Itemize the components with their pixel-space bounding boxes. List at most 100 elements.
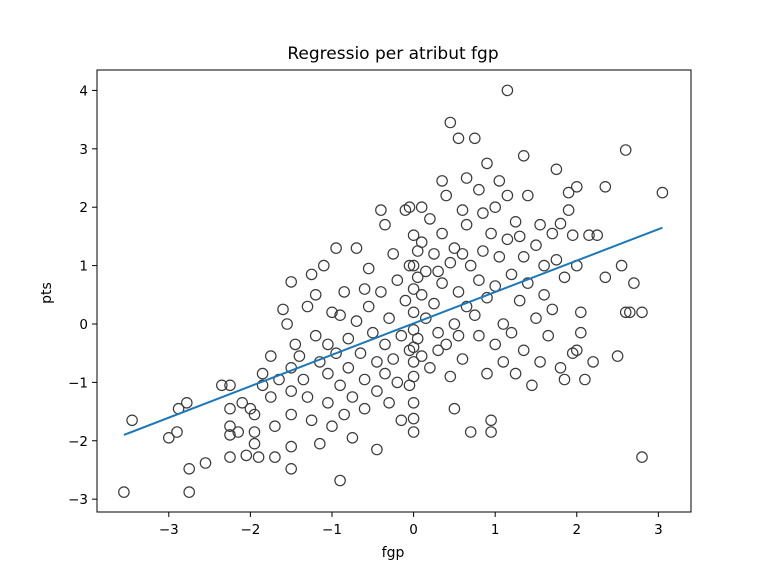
- data-point: [375, 286, 387, 298]
- data-point: [473, 274, 485, 286]
- data-point: [619, 306, 632, 319]
- data-point: [256, 379, 269, 392]
- data-point: [615, 259, 628, 272]
- data-point: [403, 201, 416, 213]
- data-point: [379, 338, 391, 351]
- data-point: [468, 132, 481, 145]
- data-point: [236, 396, 248, 409]
- data-point: [558, 271, 571, 284]
- data-point: [379, 218, 391, 231]
- data-point: [530, 239, 542, 251]
- data-point: [358, 283, 371, 295]
- data-point: [391, 376, 404, 389]
- data-point: [224, 420, 236, 432]
- data-point: [399, 294, 412, 307]
- data-point: [411, 271, 424, 284]
- data-point: [460, 218, 473, 231]
- data-point: [181, 396, 193, 409]
- data-point: [587, 356, 599, 368]
- x-tick-label: 3: [654, 522, 663, 538]
- data-point: [334, 309, 346, 321]
- data-point: [118, 486, 130, 498]
- data-point: [432, 326, 444, 339]
- data-point: [517, 150, 530, 162]
- data-point: [628, 277, 640, 289]
- data-point: [619, 144, 632, 156]
- data-point: [350, 315, 363, 327]
- data-point: [489, 201, 501, 213]
- x-tick-label: 1: [491, 522, 500, 538]
- data-point: [424, 361, 436, 374]
- data-point: [473, 183, 485, 196]
- data-point: [419, 312, 432, 324]
- data-point: [419, 265, 432, 278]
- data-point: [505, 268, 518, 281]
- data-point: [452, 286, 465, 298]
- data-point: [301, 300, 314, 313]
- data-point: [477, 245, 489, 257]
- data-point: [448, 402, 461, 415]
- data-point: [183, 462, 195, 475]
- data-point: [636, 451, 648, 463]
- data-point: [436, 277, 448, 289]
- y-tick-label: 1: [79, 259, 88, 275]
- data-point: [415, 350, 428, 362]
- data-point: [432, 344, 444, 357]
- data-point: [562, 186, 575, 199]
- data-point: [473, 329, 485, 342]
- data-point: [489, 338, 501, 351]
- data-point: [574, 326, 587, 339]
- data-point: [358, 402, 371, 415]
- data-point: [599, 271, 612, 284]
- data-point: [244, 402, 257, 415]
- data-point: [387, 353, 399, 365]
- data-point: [183, 486, 195, 498]
- data-point: [224, 451, 236, 463]
- data-point: [436, 227, 448, 240]
- data-point: [501, 233, 514, 246]
- data-point: [248, 437, 261, 450]
- data-point: [497, 356, 510, 368]
- y-axis-label: pts: [39, 282, 55, 304]
- data-point: [322, 396, 334, 409]
- data-point: [407, 283, 420, 295]
- data-point: [126, 414, 138, 427]
- regression-line-layer: [123, 226, 663, 436]
- data-point: [534, 218, 546, 231]
- data-point: [403, 259, 416, 272]
- data-point: [505, 326, 518, 339]
- data-point: [346, 431, 359, 444]
- data-point: [285, 408, 297, 421]
- data-point: [501, 189, 514, 202]
- y-ticks: −3 −2 −1 0 1 2 3 4: [68, 83, 97, 508]
- data-point: [574, 306, 587, 319]
- data-point: [485, 227, 497, 240]
- data-point: [550, 253, 563, 266]
- data-point: [530, 312, 542, 324]
- data-point: [570, 344, 583, 357]
- data-point: [481, 367, 493, 380]
- data-point: [558, 373, 571, 386]
- data-point: [407, 370, 420, 383]
- data-point: [407, 412, 420, 425]
- data-point: [485, 426, 497, 438]
- data-point: [285, 385, 297, 397]
- data-point: [513, 294, 526, 307]
- data-point: [468, 309, 481, 321]
- data-point: [485, 414, 497, 427]
- data-point: [428, 248, 440, 260]
- y-tick-label: −2: [68, 434, 88, 450]
- data-point: [623, 306, 636, 319]
- data-point: [424, 213, 436, 225]
- data-point: [509, 216, 522, 228]
- data-point: [387, 248, 399, 260]
- data-point: [285, 276, 297, 288]
- data-point: [342, 361, 355, 374]
- data-point: [497, 318, 510, 330]
- points-layer: [118, 84, 669, 498]
- data-point: [248, 408, 261, 421]
- regression-line: [123, 226, 663, 436]
- y-tick-label: 3: [79, 142, 88, 158]
- data-point: [526, 379, 538, 392]
